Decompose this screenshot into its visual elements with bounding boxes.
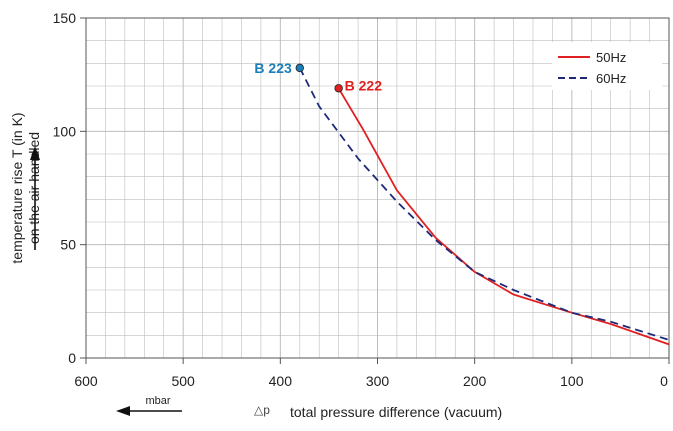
x-axis-symbol: △p <box>254 403 270 417</box>
x-tick-label: 200 <box>463 373 487 389</box>
annotation-label: B 222 <box>345 77 383 93</box>
series-line-60hz <box>298 67 670 341</box>
x-axis-unit: mbar <box>145 395 170 407</box>
legend-box <box>552 42 662 90</box>
annotation-marker <box>295 63 304 73</box>
x-axis-arrowhead <box>116 406 130 416</box>
x-tick-label: 300 <box>366 373 390 389</box>
x-tick-label: 100 <box>560 373 584 389</box>
y-axis-title-line2: on the air handled <box>26 132 42 244</box>
annotation-label: B 223 <box>254 60 292 76</box>
y-tick-label: 50 <box>60 237 76 253</box>
x-tick-label: 600 <box>74 373 98 389</box>
legend-label-60hz: 60Hz <box>596 71 626 86</box>
x-tick-label: 400 <box>269 373 293 389</box>
y-axis-title: temperature rise T (in K) on the air han… <box>9 112 42 263</box>
series <box>298 67 670 346</box>
series-line-50hz <box>337 87 670 346</box>
tick-labels: 600 500 400 300 200 100 0 0 50 100 150 <box>53 10 670 389</box>
y-axis-title-line1: temperature rise T (in K) <box>9 112 25 263</box>
y-tick-label: 100 <box>53 123 77 139</box>
annotations: B 223 B 222 <box>254 60 382 93</box>
x-axis-title: total pressure difference (vacuum) <box>290 404 502 420</box>
legend: 50Hz 60Hz <box>552 42 662 90</box>
y-tick-label: 150 <box>53 10 77 26</box>
x-tick-label: 0 <box>660 373 668 389</box>
y-axis-arrowhead <box>30 146 40 160</box>
legend-label-50hz: 50Hz <box>596 50 626 65</box>
x-tick-label: 500 <box>171 373 195 389</box>
annotation-marker <box>334 84 343 93</box>
y-tick-label: 0 <box>68 350 76 366</box>
